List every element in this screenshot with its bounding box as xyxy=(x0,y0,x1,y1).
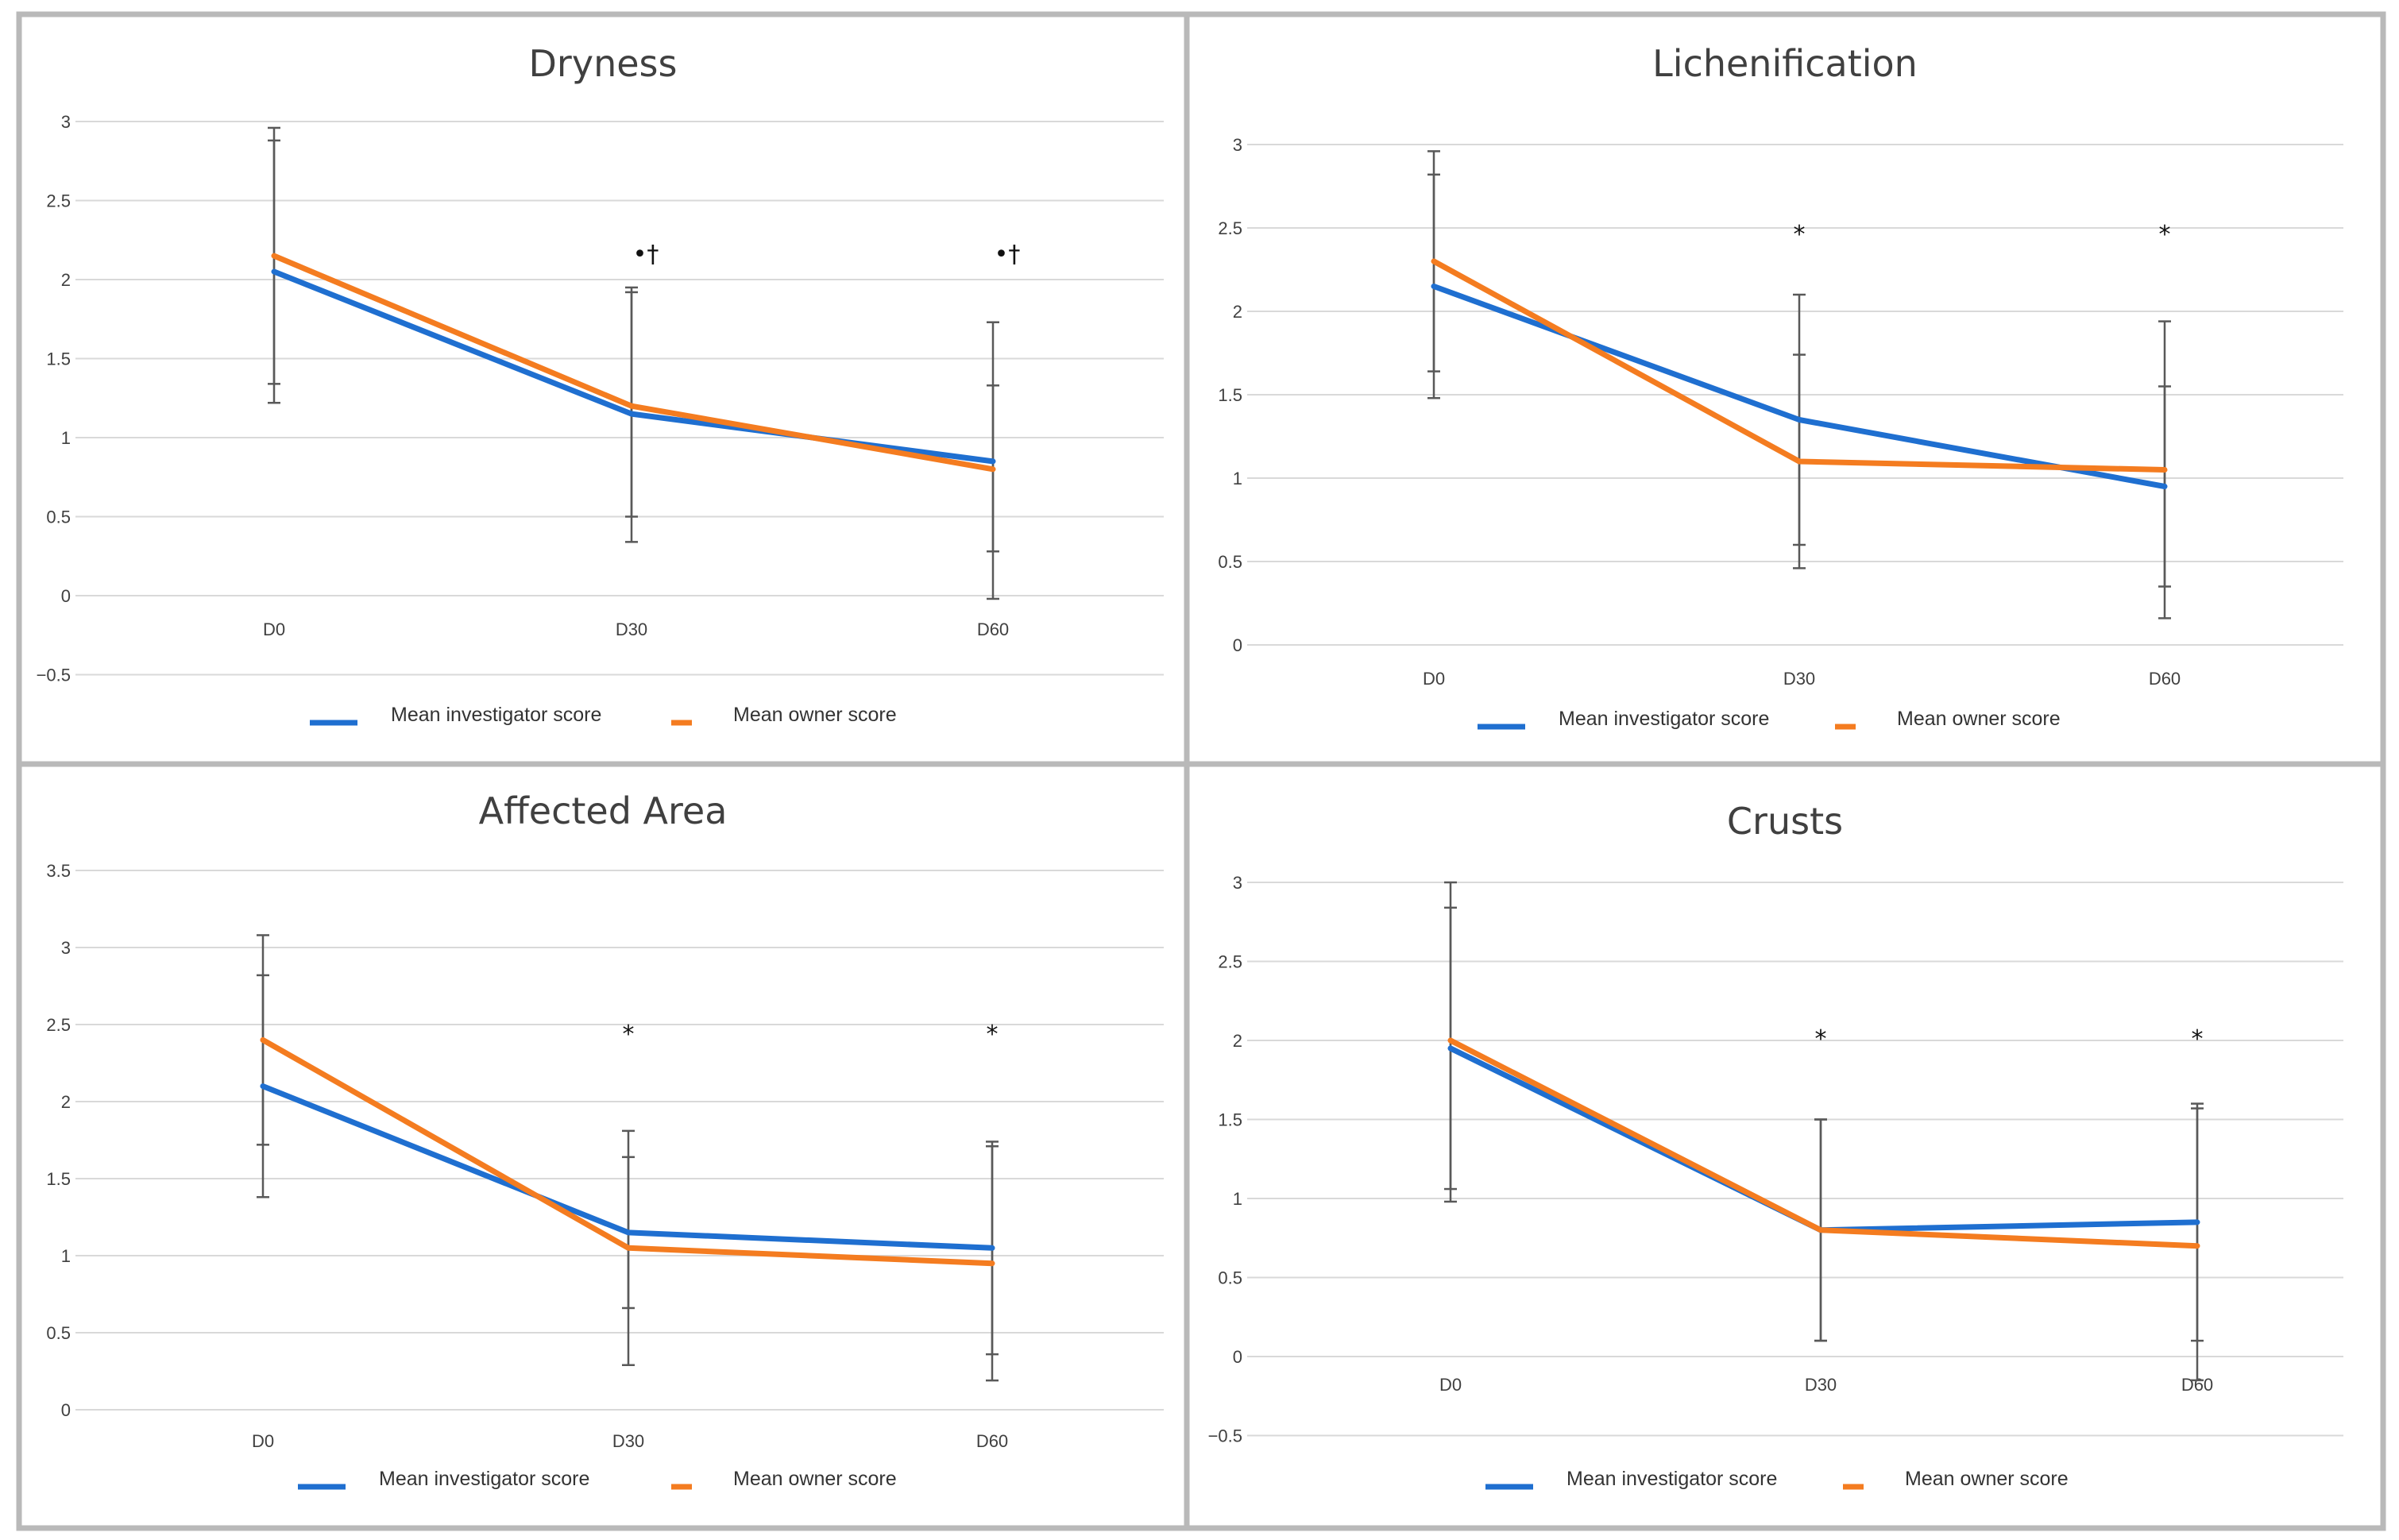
y-tick-label: 3 xyxy=(61,938,71,958)
chart-title: Affected Area xyxy=(479,789,728,832)
legend-label: Mean investigator score xyxy=(379,1468,589,1490)
y-tick-label: 0.5 xyxy=(46,1323,71,1343)
significance-marker: * xyxy=(1815,1025,1827,1053)
y-tick-label: 0.5 xyxy=(46,508,71,527)
y-tick-label: 1 xyxy=(61,428,71,448)
y-tick-label: −0.5 xyxy=(37,666,71,685)
y-tick-label: 0 xyxy=(1233,1347,1242,1367)
x-tick-label: D30 xyxy=(616,619,647,639)
y-tick-label: 0 xyxy=(61,1400,71,1420)
y-tick-label: 1.5 xyxy=(1218,385,1242,405)
chart-panel-2: Lichenification 3 2.5 2 1.5 1 0.5 0 D0 D30 D60 * * Me… xyxy=(1184,11,2386,767)
y-tick-label: −0.5 xyxy=(1208,1426,1242,1446)
significance-marker: •† xyxy=(633,241,659,268)
y-tick-label: 2 xyxy=(1233,1031,1242,1051)
y-tick-label: 3 xyxy=(1233,135,1242,155)
y-tick-label: 1 xyxy=(1233,469,1242,488)
x-tick-label: D30 xyxy=(1805,1375,1837,1395)
y-tick-label: 0 xyxy=(61,586,71,606)
legend-label: Mean owner score xyxy=(733,704,897,726)
y-tick-label: 3 xyxy=(1233,873,1242,893)
chart-title: Lichenification xyxy=(1652,42,1918,85)
y-tick-label: 3.5 xyxy=(46,861,71,881)
x-tick-label: D30 xyxy=(1783,669,1815,689)
y-tick-label: 0.5 xyxy=(1218,552,1242,572)
y-tick-label: 2.5 xyxy=(46,191,71,211)
x-tick-label: D0 xyxy=(1439,1375,1462,1395)
y-tick-label: 1.5 xyxy=(1218,1110,1242,1130)
significance-marker: * xyxy=(2159,221,2171,249)
significance-marker: * xyxy=(987,1021,999,1048)
y-tick-label: 1.5 xyxy=(46,1169,71,1189)
y-tick-label: 2 xyxy=(61,1092,71,1112)
x-tick-label: D60 xyxy=(976,1431,1008,1451)
legend-label: Mean owner score xyxy=(1897,708,2061,730)
x-tick-label: D0 xyxy=(252,1431,274,1451)
x-tick-label: D0 xyxy=(263,619,285,639)
significance-marker: * xyxy=(623,1021,635,1048)
y-tick-label: 0 xyxy=(1233,635,1242,655)
series-line-owner xyxy=(1447,1037,2200,1249)
legend-label: Mean investigator score xyxy=(391,704,601,726)
x-tick-label: D0 xyxy=(1423,669,1445,689)
x-tick-label: D60 xyxy=(2149,669,2181,689)
y-tick-label: 2.5 xyxy=(1218,952,1242,972)
legend-label: Mean owner score xyxy=(1905,1468,2069,1490)
series-line-owner xyxy=(271,253,996,473)
y-tick-label: 2 xyxy=(1233,302,1242,322)
series-line-investigator xyxy=(260,1083,995,1251)
y-tick-label: 1.5 xyxy=(46,349,71,369)
significance-marker: •† xyxy=(995,241,1021,268)
y-tick-label: 0.5 xyxy=(1218,1268,1242,1288)
chart-title: Crusts xyxy=(1727,800,1843,843)
significance-marker: * xyxy=(1794,221,1806,249)
y-tick-label: 2.5 xyxy=(46,1015,71,1035)
x-tick-label: D30 xyxy=(612,1431,644,1451)
series-line-owner xyxy=(1431,258,2168,473)
y-tick-label: 2.5 xyxy=(1218,218,1242,238)
series-line-owner xyxy=(260,1036,995,1267)
chart-title: Dryness xyxy=(529,42,678,85)
y-tick-label: 1 xyxy=(1233,1189,1242,1209)
y-tick-label: 3 xyxy=(61,112,71,132)
panel-frame xyxy=(1184,761,2386,1531)
significance-marker: * xyxy=(2192,1025,2204,1053)
y-tick-label: 1 xyxy=(61,1246,71,1266)
x-tick-label: D60 xyxy=(977,619,1009,639)
legend-label: Mean investigator score xyxy=(1559,708,1769,730)
legend-label: Mean owner score xyxy=(733,1468,897,1490)
y-tick-label: 2 xyxy=(61,270,71,290)
legend-label: Mean investigator score xyxy=(1566,1468,1777,1490)
